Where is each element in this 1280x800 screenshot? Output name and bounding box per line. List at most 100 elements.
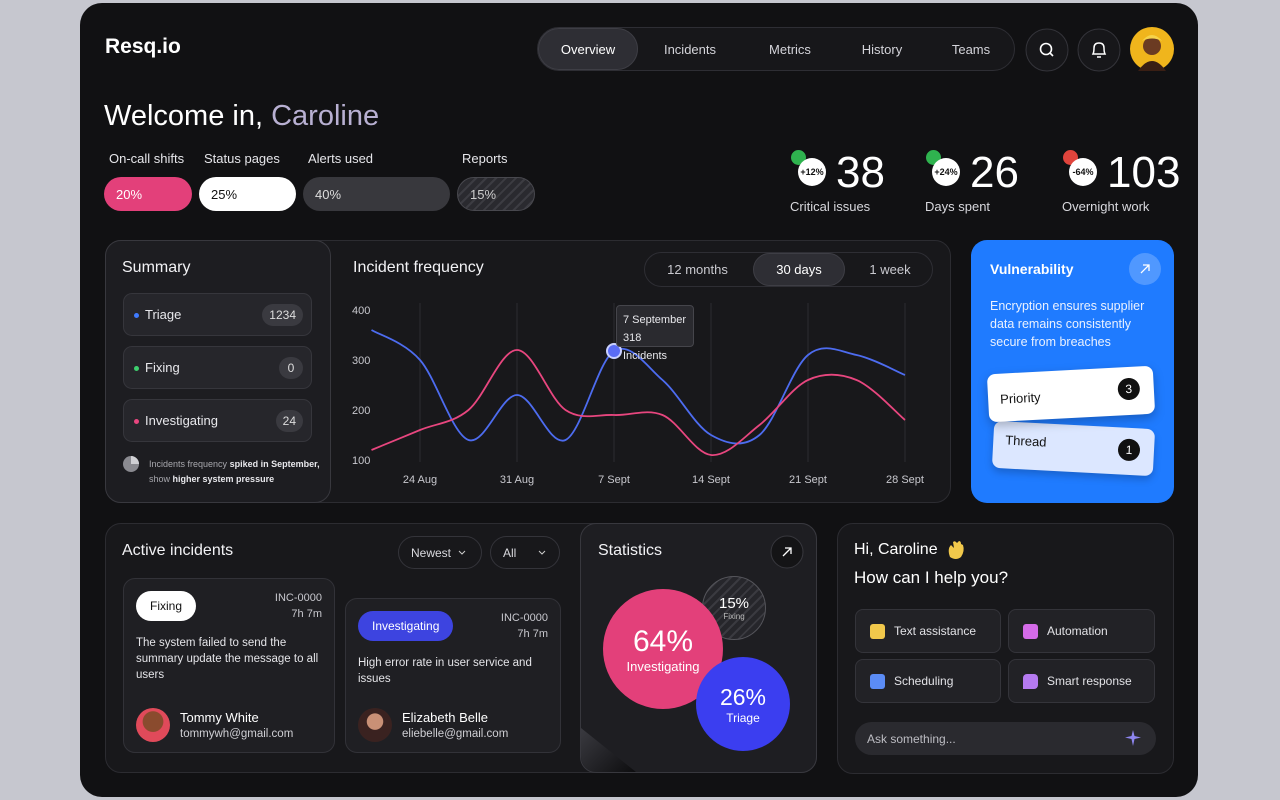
summary-note: Incidents frequency spiked in September,… — [149, 457, 321, 487]
tooltip-text: 318 Incidents — [623, 332, 668, 362]
action-button[interactable]: Scheduling — [855, 659, 1001, 703]
bubble: 26% Triage — [696, 657, 790, 751]
action-icon — [1023, 624, 1038, 639]
nav-item[interactable]: Overview — [538, 28, 638, 70]
range-tab[interactable]: 12 months — [667, 262, 728, 277]
bubble: 64% Investigating — [603, 589, 723, 709]
change-badge: +12% — [798, 158, 826, 186]
note-text: show — [149, 474, 171, 484]
progress-label: On-call shifts — [109, 151, 185, 166]
y-tick-label: 100 — [352, 455, 370, 467]
action-button[interactable]: Smart response — [1008, 659, 1155, 703]
sparkle-icon[interactable] — [1124, 728, 1144, 748]
user-name: Caroline — [271, 100, 380, 132]
note-bold: higher system pressure — [172, 474, 275, 484]
item-name: Triage — [145, 307, 182, 322]
incident-card[interactable]: Investigating INC-0000 7h 7m High error … — [345, 598, 561, 753]
status-dot — [134, 313, 139, 318]
action-icon — [1023, 674, 1038, 689]
notification-button[interactable] — [1077, 28, 1121, 72]
x-tick-label: 31 Aug — [500, 474, 534, 486]
item-count: 0 — [279, 357, 303, 379]
summary-title: Summary — [122, 259, 191, 276]
vuln-count: 1 — [1117, 438, 1141, 462]
action-label: Text assistance — [894, 624, 977, 638]
thread-card[interactable]: Thread 1 — [991, 420, 1156, 477]
incident-id: INC-0000 — [500, 612, 548, 624]
y-tick-label: 300 — [352, 355, 370, 367]
range-tab[interactable]: 1 week — [869, 262, 911, 277]
welcome-title: Welcome in, Caroline — [104, 100, 379, 133]
progress-label: Alerts used — [308, 151, 374, 166]
avatar — [136, 708, 170, 742]
y-tick-label: 400 — [352, 305, 370, 317]
note-icon — [123, 456, 139, 472]
incident-time: 7h 7m — [291, 608, 322, 620]
action-button[interactable]: Automation — [1008, 609, 1155, 653]
chart-title: Incident frequency — [353, 259, 484, 276]
x-tick-label: 28 Sept — [886, 474, 924, 486]
search-button[interactable] — [1025, 28, 1069, 72]
status-dot — [134, 366, 139, 371]
nav-item[interactable]: History — [861, 41, 903, 57]
nav-item[interactable]: Metrics — [769, 41, 811, 57]
x-tick-label: 14 Sept — [692, 474, 730, 486]
filter-label: All — [503, 545, 517, 560]
open-button[interactable] — [1128, 252, 1162, 286]
chart-tooltip: 7 September 318 Incidents — [616, 305, 694, 362]
summary-item[interactable]: Fixing 0 — [123, 346, 312, 389]
series-line — [371, 329, 906, 445]
change-badge: -64% — [1069, 158, 1097, 186]
stat-label: Overnight work — [1062, 199, 1150, 214]
range-tab[interactable]: 30 days — [753, 253, 845, 286]
user-avatar[interactable] — [1130, 27, 1174, 71]
person-name: Elizabeth Belle — [402, 710, 488, 725]
vuln-count: 3 — [1117, 377, 1141, 401]
incident-id: INC-0000 — [274, 592, 322, 604]
bubble-label: Investigating — [626, 658, 700, 674]
vuln-label: Thread — [1004, 432, 1047, 450]
person-name: Tommy White — [180, 710, 259, 725]
y-tick-label: 200 — [352, 405, 370, 417]
x-tick-label: 24 Aug — [403, 474, 437, 486]
series-line — [371, 349, 906, 456]
chevron — [458, 550, 466, 555]
sort-filter[interactable]: Newest — [398, 536, 482, 569]
highlight-point — [606, 343, 622, 359]
progress-pill: 20% — [104, 177, 192, 211]
open-button[interactable] — [770, 535, 804, 569]
person-email: tommywh@gmail.com — [180, 728, 294, 740]
incident-text: High error rate in user service and issu… — [358, 657, 532, 685]
priority-card[interactable]: Priority 3 — [986, 365, 1156, 423]
type-filter[interactable]: All — [490, 536, 560, 569]
item-count: 24 — [275, 410, 303, 432]
bubble-label: Triage — [726, 710, 760, 725]
item-name: Fixing — [145, 360, 180, 375]
incident-time: 7h 7m — [517, 628, 548, 640]
ask-input[interactable]: Ask something... — [855, 722, 1156, 755]
note-text: Incidents frequency — [149, 459, 228, 469]
summary-item[interactable]: Investigating 24 — [123, 399, 312, 442]
status-dot — [134, 419, 139, 424]
nav-item[interactable]: Incidents — [663, 41, 717, 57]
incident-card[interactable]: Fixing INC-0000 7h 7m The system failed … — [123, 578, 335, 753]
nav-item[interactable]: Teams — [951, 41, 991, 57]
avatar — [358, 708, 392, 742]
chevron — [538, 550, 546, 555]
stat-value: 103 — [1107, 148, 1181, 197]
item-name: Investigating — [145, 413, 218, 428]
x-tick-label: 7 Sept — [598, 474, 630, 486]
action-label: Scheduling — [894, 674, 954, 688]
logo[interactable]: Resq.io — [105, 35, 181, 58]
tooltip-title: 7 September — [623, 314, 686, 326]
action-button[interactable]: Text assistance — [855, 609, 1001, 653]
item-count: 1234 — [262, 304, 303, 326]
progress-pill: 40% — [303, 177, 450, 211]
person-email: eliebelle@gmail.com — [402, 728, 509, 740]
filter-label: Newest — [410, 545, 451, 560]
summary-item[interactable]: Triage 1234 — [123, 293, 312, 336]
bubble-label: Fixing — [723, 612, 745, 621]
progress-label: Status pages — [204, 151, 280, 166]
action-icon — [870, 674, 885, 689]
